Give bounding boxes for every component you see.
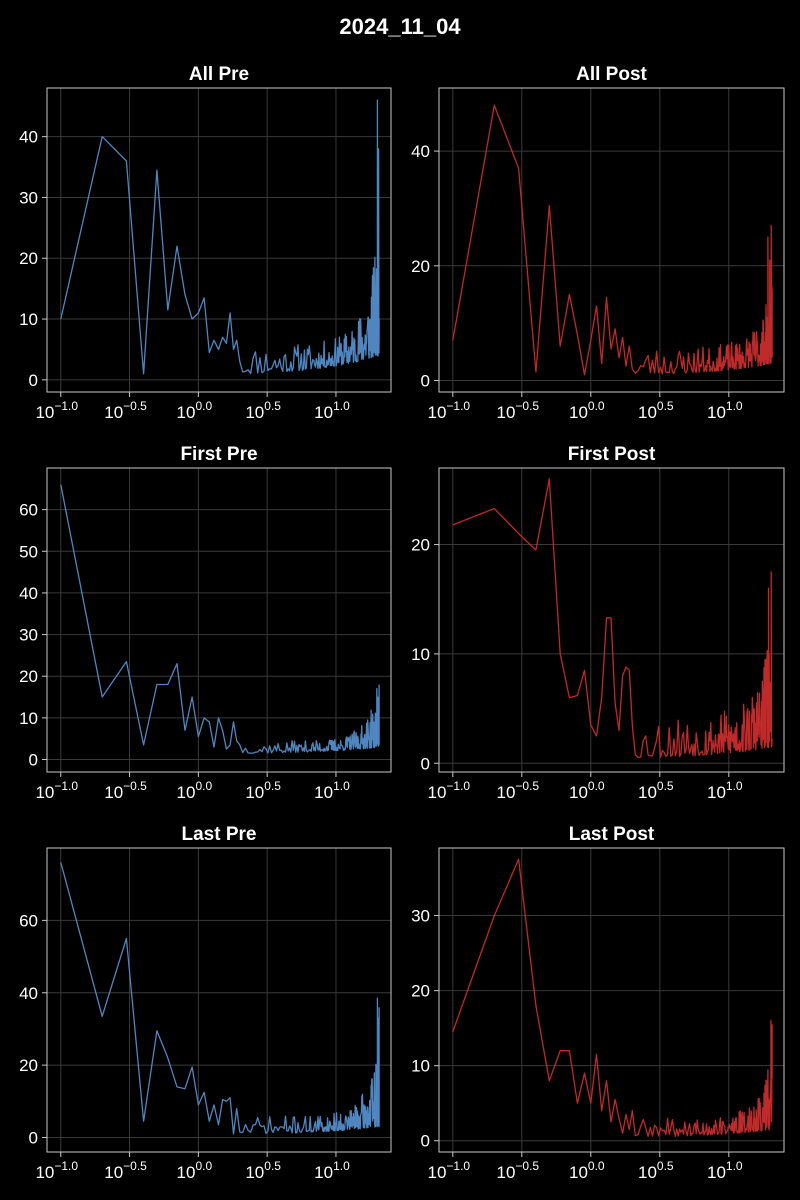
x-tick-label: 101.0 xyxy=(314,399,350,422)
x-tick-label: 10−0.5 xyxy=(104,779,147,802)
subplot-last-pre: Last Pre 0 20 40 60 10−1.0 10−0.5 100.0 100.5 101… xyxy=(19,824,392,1182)
y-tick-label: 0 xyxy=(29,371,38,390)
y-tick-label: 30 xyxy=(411,907,430,926)
x-tick-label: 100.0 xyxy=(177,779,213,802)
axes-frame xyxy=(438,847,785,1153)
x-tick-label: 10−0.5 xyxy=(104,1159,147,1182)
axes-frame xyxy=(438,467,785,773)
y-tick-label: 20 xyxy=(19,667,38,686)
y-tick-label: 0 xyxy=(29,751,38,770)
x-tick-label: 100.0 xyxy=(569,1159,605,1182)
subplot-first-post: First Post 0 10 20 10−1.0 10−0.5 100.0 100.5 101… xyxy=(411,444,785,802)
figure-title: 2024_11_04 xyxy=(339,14,461,39)
x-tick-label: 100.0 xyxy=(569,399,605,422)
series-line xyxy=(452,104,773,376)
x-tick-label: 101.0 xyxy=(314,779,350,802)
y-tick-label: 20 xyxy=(411,257,430,276)
y-tick-label: 40 xyxy=(19,128,38,147)
x-tick-label: 100.5 xyxy=(245,399,281,422)
x-tick-label: 100.0 xyxy=(177,1159,213,1182)
y-tick-label: 10 xyxy=(19,310,38,329)
axes-frame xyxy=(46,467,392,773)
y-tick-label: 10 xyxy=(19,709,38,728)
y-tick-label: 0 xyxy=(421,754,430,773)
x-tick-label: 101.0 xyxy=(707,399,743,422)
y-tick-label: 40 xyxy=(19,584,38,603)
subplot-title: All Pre xyxy=(189,64,249,85)
y-tick-label: 20 xyxy=(411,982,430,1001)
y-tick-label: 0 xyxy=(421,372,430,391)
x-tick-label: 10−1.0 xyxy=(35,779,78,802)
x-tick-label: 100.0 xyxy=(177,399,213,422)
subplot-title: All Post xyxy=(576,64,647,85)
y-tick-label: 40 xyxy=(19,984,38,1003)
y-tick-label: 20 xyxy=(19,249,38,268)
x-tick-label: 101.0 xyxy=(707,779,743,802)
x-tick-label: 100.5 xyxy=(638,779,674,802)
y-tick-label: 20 xyxy=(19,1056,38,1075)
x-tick-label: 10−1.0 xyxy=(427,779,470,802)
subplot-title: First Post xyxy=(568,444,656,465)
axes-frame xyxy=(46,847,392,1153)
x-tick-label: 100.5 xyxy=(245,1159,281,1182)
y-tick-label: 20 xyxy=(411,536,430,555)
subplot-last-post: Last Post 0 10 20 30 10−1.0 10−0.5 100.0 100.5 10… xyxy=(411,824,785,1182)
x-tick-label: 10−1.0 xyxy=(427,399,470,422)
subplot-all-post: All Post 0 20 40 10−1.0 10−0.5 100.0 100.5 101.0 xyxy=(411,64,785,422)
y-tick-label: 10 xyxy=(411,645,430,664)
series-line xyxy=(452,478,773,759)
y-tick-label: 50 xyxy=(19,542,38,561)
x-tick-label: 101.0 xyxy=(707,1159,743,1182)
series-line xyxy=(452,858,773,1137)
x-tick-label: 10−0.5 xyxy=(496,779,539,802)
x-tick-label: 10−1.0 xyxy=(427,1159,470,1182)
x-tick-label: 100.5 xyxy=(638,399,674,422)
y-tick-label: 0 xyxy=(29,1129,38,1148)
series-line xyxy=(60,484,380,754)
y-tick-label: 40 xyxy=(411,142,430,161)
x-tick-label: 100.5 xyxy=(638,1159,674,1182)
subplot-title: Last Post xyxy=(569,824,655,845)
x-tick-label: 10−0.5 xyxy=(104,399,147,422)
x-tick-label: 100.0 xyxy=(569,779,605,802)
axes-frame xyxy=(46,87,392,393)
y-tick-label: 10 xyxy=(411,1057,430,1076)
y-tick-label: 0 xyxy=(421,1132,430,1151)
y-tick-label: 30 xyxy=(19,626,38,645)
axes-frame xyxy=(438,87,785,393)
x-tick-label: 10−1.0 xyxy=(35,1159,78,1182)
x-tick-label: 10−0.5 xyxy=(496,399,539,422)
y-tick-label: 60 xyxy=(19,501,38,520)
series-line xyxy=(60,99,380,375)
x-tick-label: 100.5 xyxy=(245,779,281,802)
subplot-title: First Pre xyxy=(180,444,257,465)
x-tick-label: 10−0.5 xyxy=(496,1159,539,1182)
y-tick-label: 60 xyxy=(19,911,38,930)
x-tick-label: 10−1.0 xyxy=(35,399,78,422)
y-tick-label: 30 xyxy=(19,188,38,207)
subplot-all-pre: All Pre 0 10 20 30 40 10−1.0 10−0.5 100.0 100.5 10… xyxy=(19,64,392,422)
subplot-title: Last Pre xyxy=(182,824,257,845)
x-tick-label: 101.0 xyxy=(314,1159,350,1182)
subplot-first-pre: First Pre 0 10 20 30 40 50 60 10−1.0 10−0.5 100.0 1… xyxy=(19,444,392,802)
series-line xyxy=(60,862,380,1135)
